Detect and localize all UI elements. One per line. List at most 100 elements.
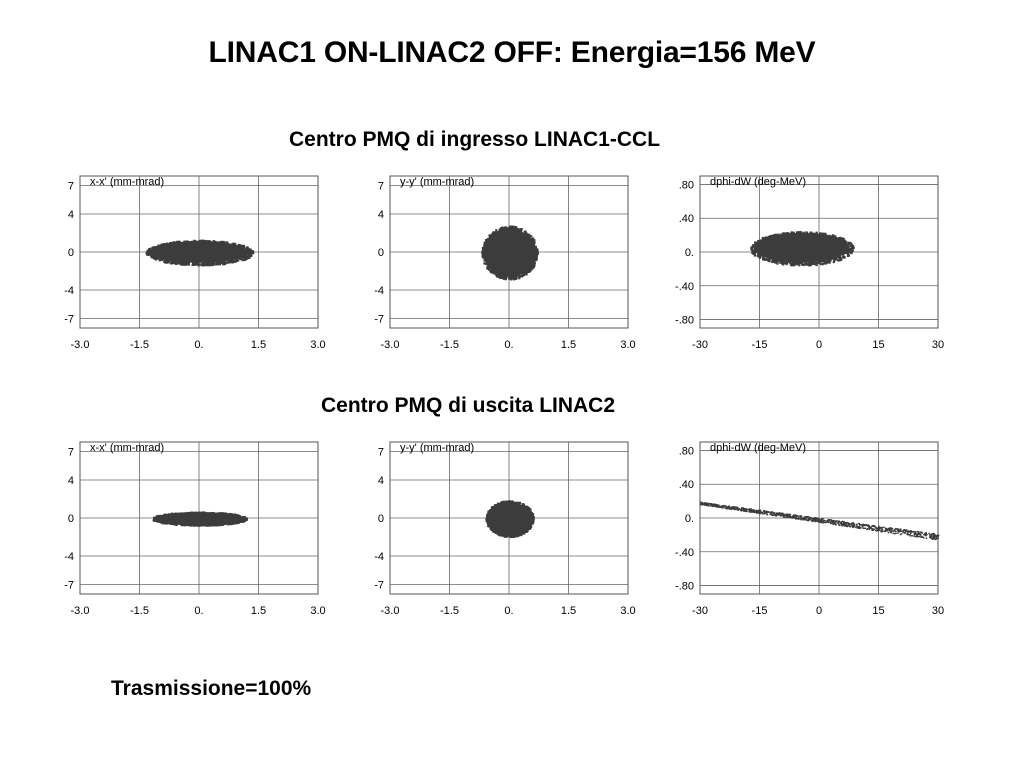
particle-point [824, 232, 827, 235]
particle-point [524, 230, 527, 233]
particle-point [192, 263, 196, 266]
particle-point [828, 261, 831, 264]
particle-point [531, 263, 534, 266]
particle-point [837, 259, 841, 262]
particle-point [782, 263, 785, 266]
particle-point [796, 261, 799, 264]
particle-point [824, 233, 828, 237]
particle-point [492, 272, 495, 275]
slide-title: LINAC1 ON-LINAC2 OFF: Energia=156 MeV [208, 36, 816, 69]
particle-point [520, 274, 523, 277]
particle-point [511, 226, 514, 229]
particle-point [768, 258, 771, 261]
particle-point [794, 263, 797, 266]
particle-point [205, 263, 208, 266]
x-tick-label: 1.5 [251, 339, 266, 351]
particle-point [533, 262, 536, 265]
y-tick-label: 7 [378, 181, 384, 193]
particle-point [513, 227, 516, 230]
particle-point [221, 262, 225, 265]
particle-point [850, 251, 853, 254]
particle-point [498, 228, 501, 231]
particle-point [510, 274, 513, 277]
x-tick-label: -1.5 [130, 339, 149, 351]
particle-point [247, 248, 250, 251]
particle-point [815, 263, 818, 267]
particle-point [494, 273, 497, 276]
particle-point [839, 237, 842, 241]
particle-point [518, 277, 521, 280]
particle-point [248, 256, 251, 259]
particle-point [818, 232, 822, 235]
particle-point [237, 259, 240, 262]
particle-point [145, 251, 148, 254]
particle-point [489, 234, 492, 237]
particle-point [848, 248, 851, 251]
particle-point [178, 240, 181, 243]
particle-point [797, 261, 800, 265]
particle-point [829, 259, 832, 262]
particle-point [224, 262, 227, 265]
particle-point [160, 243, 163, 246]
particle-point [231, 261, 235, 264]
particle-point [187, 263, 191, 266]
particle-point [528, 233, 531, 236]
plot-title: y-y' (mm-mrad) [400, 176, 474, 188]
x-tick-label: -3.0 [71, 339, 90, 351]
particle-cloud-core [149, 241, 249, 263]
particle-point [756, 254, 759, 258]
particle-point [535, 253, 538, 257]
particle-point [528, 264, 532, 267]
particle-point [848, 251, 851, 254]
particle-point [819, 262, 822, 266]
particle-point [165, 261, 169, 264]
particle-point [762, 257, 765, 260]
particle-point [831, 234, 835, 237]
particle-point [249, 248, 252, 251]
particle-point [247, 250, 250, 253]
particle-point [154, 258, 158, 261]
x-tick-label: 0. [504, 339, 513, 351]
particle-point [535, 255, 538, 259]
y-tick-label: 4 [68, 209, 74, 221]
particle-point [753, 241, 757, 244]
particle-point [481, 252, 484, 255]
particle-point [773, 260, 777, 263]
particle-point [496, 271, 499, 275]
particle-point [842, 239, 845, 242]
y-tick-label: 0 [378, 247, 384, 259]
particle-point [779, 260, 782, 263]
particle-point [847, 249, 850, 252]
particle-point [483, 259, 486, 262]
particle-point [173, 241, 176, 244]
particle-point [489, 270, 492, 273]
particle-point [529, 269, 532, 272]
particle-point [492, 231, 495, 234]
particle-point [230, 259, 233, 262]
particle-point [823, 259, 827, 262]
particle-point [528, 267, 531, 270]
particle-point [246, 257, 249, 260]
particle-point [241, 256, 244, 259]
particle-point [484, 262, 487, 265]
particle-point [530, 235, 533, 238]
particle-cloud [152, 511, 249, 527]
phase-space-plot-ingresso-y: y-y' (mm-mrad)740-4-7-3.0 -1.5 0. 1.5 3.0 [374, 175, 636, 351]
transmission-label: Trasmissione=100% [111, 677, 312, 700]
particle-cloud-core [483, 228, 535, 276]
particle-point [821, 263, 824, 266]
particle-point [501, 226, 504, 229]
particle-point [483, 242, 487, 245]
particle-point [814, 263, 817, 266]
section-title-ingresso: Centro PMQ di ingresso LINAC1-CCL [289, 128, 661, 151]
particle-point [769, 235, 772, 238]
particle-point [832, 259, 836, 263]
particle-point [510, 278, 513, 281]
particle-point [233, 242, 237, 246]
particle-point [169, 262, 172, 265]
x-tick-label: 3.0 [310, 339, 325, 351]
particle-point [823, 261, 826, 265]
y-tick-label: -7 [374, 314, 384, 326]
particle-point [820, 232, 823, 235]
particle-point [847, 254, 850, 257]
